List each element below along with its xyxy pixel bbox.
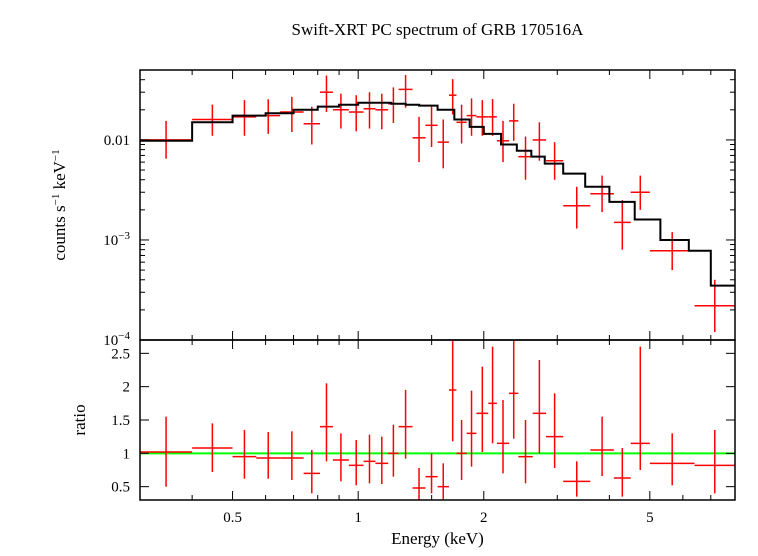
svg-text:1.5: 1.5	[111, 413, 130, 429]
svg-text:0.01: 0.01	[104, 133, 130, 149]
svg-text:2: 2	[123, 380, 131, 396]
chart-container: Swift-XRT PC spectrum of GRB 170516A 0.5 1…	[0, 0, 758, 556]
svg-text:5: 5	[646, 510, 654, 526]
svg-text:0.5: 0.5	[111, 480, 130, 496]
svg-text:1: 1	[354, 510, 362, 526]
svg-text:2: 2	[480, 510, 488, 526]
svg-text:2.5: 2.5	[111, 346, 130, 362]
x-axis-label: Energy (keV)	[391, 529, 484, 548]
chart-title: Swift-XRT PC spectrum of GRB 170516A	[292, 20, 585, 39]
y-axis-lower-label: ratio	[70, 404, 89, 435]
svg-text:1: 1	[123, 446, 131, 462]
spectrum-plot: Swift-XRT PC spectrum of GRB 170516A 0.5 1…	[0, 0, 758, 556]
svg-text:0.5: 0.5	[223, 510, 242, 526]
